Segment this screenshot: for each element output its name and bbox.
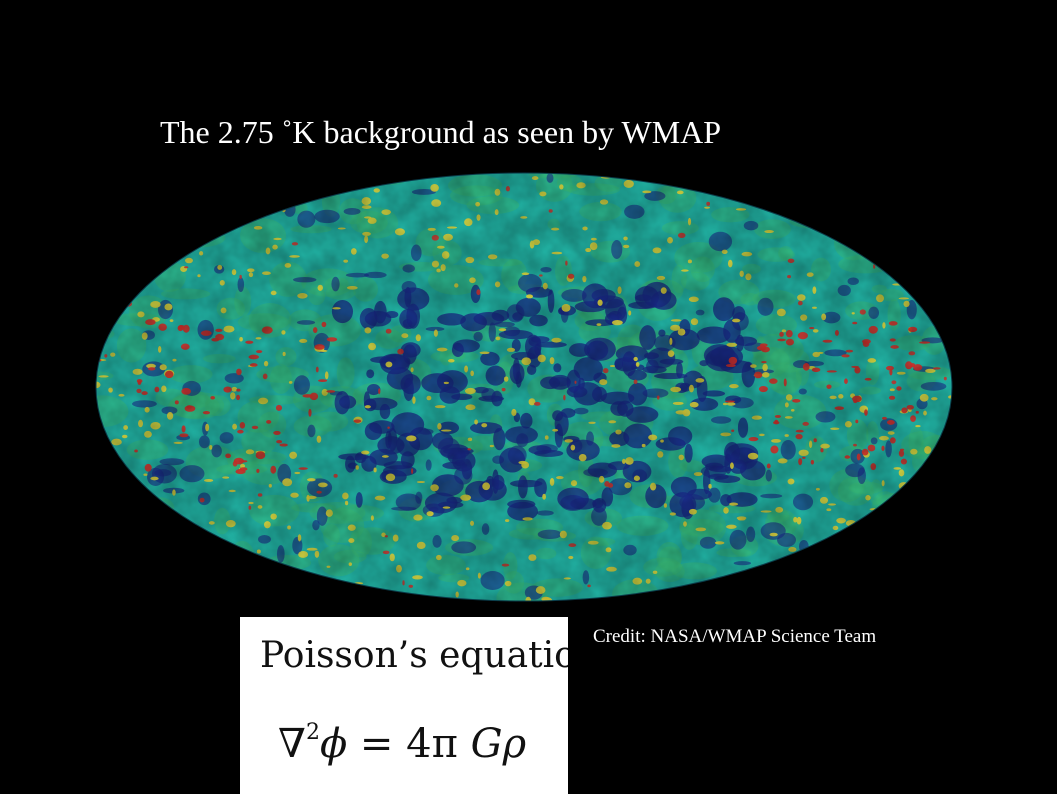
image-credit: Credit: NASA/WMAP Science Team: [593, 626, 877, 647]
sky-map-body: [96, 173, 952, 601]
g-rho-symbols: Gρ: [470, 721, 527, 767]
nabla-symbol: ∇: [278, 721, 306, 767]
equals-sign: =: [359, 721, 394, 767]
cmb-sky-map: [95, 172, 953, 602]
poisson-equation-image: Poisson’s equation: ∇2ϕ = 4π Gρ: [240, 617, 568, 794]
equation-formula: ∇2ϕ = 4π Gρ: [278, 720, 526, 767]
phi-symbol: ϕ: [319, 721, 348, 767]
equation-heading: Poisson’s equation:: [260, 635, 568, 676]
coefficient: 4π: [406, 721, 458, 767]
slide-title: The 2.75 ˚K background as seen by WMAP: [160, 114, 722, 150]
nabla-power: 2: [305, 720, 320, 745]
